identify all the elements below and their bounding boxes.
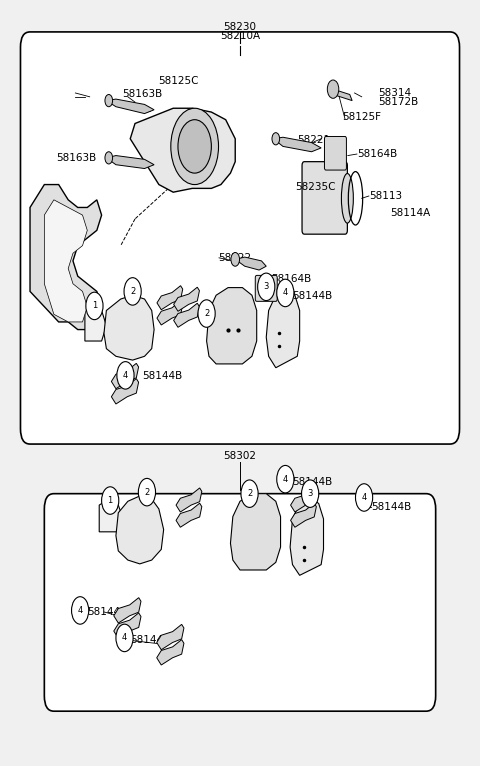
Text: 2: 2 (204, 309, 209, 318)
Polygon shape (174, 287, 199, 311)
Text: 58125F: 58125F (343, 112, 382, 122)
Text: 58302: 58302 (224, 450, 256, 460)
Polygon shape (30, 185, 102, 329)
Text: 3: 3 (264, 283, 269, 291)
Polygon shape (114, 613, 141, 638)
FancyBboxPatch shape (44, 493, 436, 711)
Polygon shape (44, 200, 87, 322)
FancyBboxPatch shape (255, 276, 277, 301)
Text: 4: 4 (283, 475, 288, 483)
Polygon shape (157, 640, 184, 665)
Ellipse shape (341, 173, 353, 223)
Circle shape (356, 484, 372, 511)
Circle shape (198, 300, 215, 327)
Polygon shape (266, 287, 300, 368)
Polygon shape (235, 257, 266, 270)
Polygon shape (174, 303, 199, 327)
Polygon shape (333, 89, 352, 100)
Circle shape (116, 624, 133, 652)
Polygon shape (274, 137, 321, 152)
Circle shape (138, 479, 156, 506)
Text: 2: 2 (130, 287, 135, 296)
Text: 58163B: 58163B (56, 153, 96, 163)
Polygon shape (290, 488, 316, 512)
Circle shape (178, 119, 211, 173)
Text: 58144B: 58144B (87, 607, 128, 617)
Polygon shape (157, 301, 183, 325)
Text: 58221: 58221 (297, 136, 330, 146)
Text: 58144B: 58144B (142, 372, 182, 381)
Text: 58144B: 58144B (292, 291, 333, 301)
Polygon shape (99, 499, 123, 532)
Text: 58314: 58314 (378, 88, 411, 98)
Text: 2: 2 (144, 488, 150, 496)
Polygon shape (114, 597, 141, 623)
Text: 58210A: 58210A (220, 31, 260, 41)
FancyBboxPatch shape (324, 136, 347, 170)
Polygon shape (104, 295, 154, 360)
Polygon shape (107, 99, 154, 113)
Polygon shape (206, 287, 257, 364)
Text: 2: 2 (247, 489, 252, 498)
Text: 58144B: 58144B (292, 477, 333, 487)
Circle shape (171, 108, 218, 185)
Circle shape (301, 480, 319, 507)
Text: 4: 4 (123, 371, 128, 380)
Polygon shape (85, 306, 107, 341)
Circle shape (277, 466, 294, 493)
Circle shape (124, 278, 141, 305)
FancyBboxPatch shape (21, 32, 459, 444)
Polygon shape (290, 503, 316, 527)
Circle shape (277, 279, 294, 306)
Polygon shape (116, 496, 164, 564)
Text: 58144B: 58144B (371, 502, 411, 512)
Polygon shape (176, 503, 202, 527)
Polygon shape (130, 108, 235, 192)
Polygon shape (111, 363, 139, 388)
Circle shape (86, 292, 103, 319)
Text: 58114A: 58114A (390, 208, 431, 218)
Text: 58125C: 58125C (158, 76, 198, 86)
Polygon shape (157, 286, 183, 309)
Text: 58144B: 58144B (130, 635, 170, 645)
Polygon shape (290, 496, 324, 575)
Text: 4: 4 (122, 633, 127, 643)
FancyBboxPatch shape (302, 162, 348, 234)
Text: 58164B: 58164B (271, 274, 311, 284)
Circle shape (327, 80, 339, 98)
Text: 58172B: 58172B (378, 97, 419, 107)
Text: 58222: 58222 (218, 253, 252, 263)
Circle shape (117, 362, 134, 389)
Text: 58113: 58113 (369, 191, 402, 201)
Circle shape (105, 94, 113, 106)
Circle shape (272, 133, 280, 145)
Circle shape (231, 253, 240, 267)
Text: 4: 4 (283, 289, 288, 297)
Text: 1: 1 (92, 301, 97, 310)
Text: 4: 4 (361, 493, 367, 502)
Polygon shape (157, 624, 184, 650)
Circle shape (72, 597, 89, 624)
Text: 4: 4 (77, 606, 83, 615)
Text: 58235C: 58235C (295, 182, 336, 192)
Polygon shape (176, 488, 202, 512)
Polygon shape (107, 155, 154, 169)
Circle shape (241, 480, 258, 507)
Text: 58230: 58230 (224, 22, 256, 32)
Circle shape (102, 487, 119, 514)
Text: 58163B: 58163B (122, 89, 162, 99)
Text: 3: 3 (308, 489, 313, 498)
Polygon shape (111, 378, 139, 404)
Circle shape (105, 152, 113, 164)
Polygon shape (230, 493, 281, 570)
Text: 58164B: 58164B (357, 149, 397, 159)
Text: 1: 1 (108, 496, 113, 505)
Circle shape (258, 273, 275, 300)
